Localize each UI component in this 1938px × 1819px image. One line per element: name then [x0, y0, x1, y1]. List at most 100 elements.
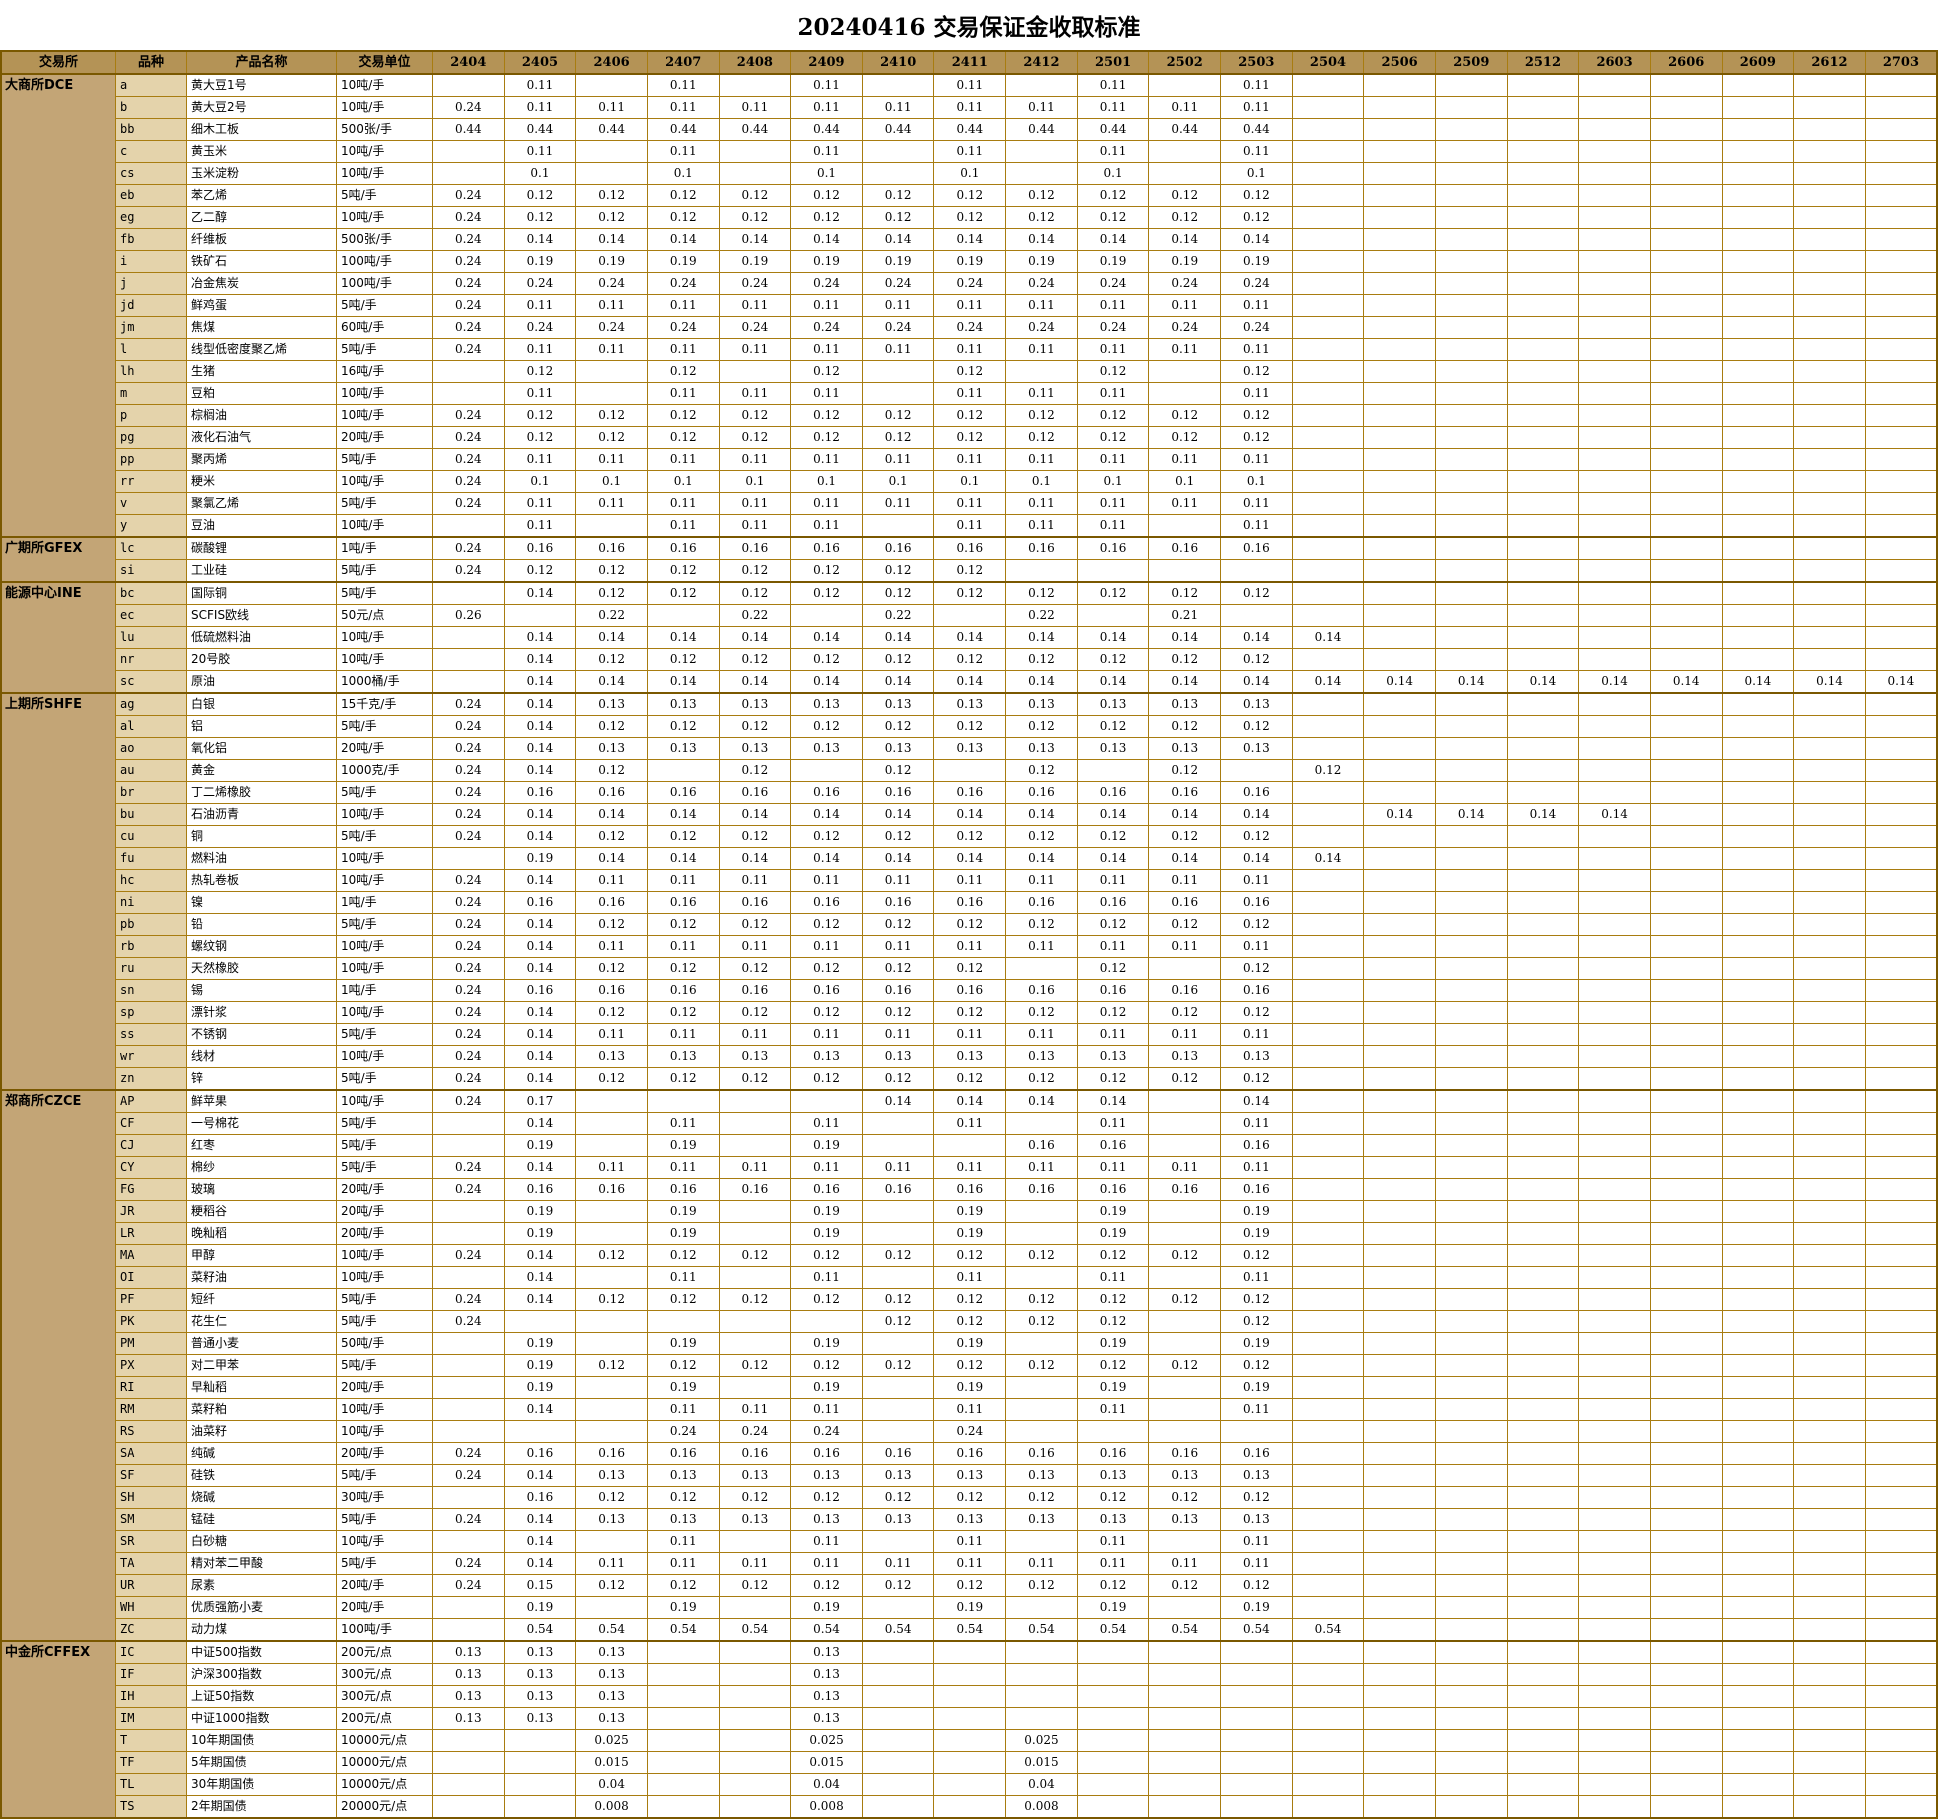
table-row: j 冶金焦炭 100吨/手 0.24 0.24 0.24 0.24 0.24 0.24 0.24 0… [1, 272, 1938, 295]
margin-value-cell: 0.13 [1220, 737, 1293, 760]
margin-value-cell: 0.13 [718, 737, 792, 760]
margin-value-cell: 0.1 [1220, 470, 1293, 493]
col-header-month: 2412 [1005, 50, 1078, 75]
margin-value-cell [1578, 581, 1651, 605]
product-cell: 2年期国债 [186, 1795, 337, 1819]
margin-value-cell [1506, 1398, 1580, 1421]
margin-value-cell [1721, 1442, 1795, 1465]
table-row: rr 粳米 10吨/手 0.24 0.1 0.1 0.1 0.1 0.1 0.1 0.1 0.1 0.1… [1, 470, 1938, 493]
margin-value-cell: 0.11 [646, 338, 720, 361]
product-cell: 乙二醇 [186, 206, 337, 229]
margin-value-cell: 0.11 [933, 1023, 1007, 1046]
margin-value-cell [1434, 781, 1508, 804]
margin-value-cell [1721, 1508, 1795, 1531]
margin-value-cell: 0.11 [718, 492, 792, 515]
margin-value-cell [1291, 1112, 1365, 1135]
code-cell: ZC [115, 1618, 187, 1642]
product-cell: 一号棉花 [186, 1112, 337, 1135]
margin-value-cell [1578, 1001, 1651, 1024]
code-cell: ss [115, 1023, 187, 1046]
margin-value-cell: 0.12 [646, 913, 720, 936]
margin-value-cell [1076, 1663, 1150, 1686]
margin-value-cell: 0.13 [790, 737, 863, 760]
unit-cell: 5吨/手 [336, 1354, 433, 1377]
margin-value-cell [1793, 1332, 1866, 1355]
margin-value-cell: 0.12 [646, 715, 720, 738]
margin-value-cell: 0.11 [718, 514, 792, 538]
margin-value-cell: 0.14 [1291, 847, 1365, 870]
product-cell: 纤维板 [186, 228, 337, 251]
table-row: i 铁矿石 100吨/手 0.24 0.19 0.19 0.19 0.19 0.19 0.19 0.… [1, 250, 1938, 273]
margin-value-cell: 0.12 [1005, 426, 1078, 449]
margin-value-cell: 0.11 [1005, 448, 1078, 471]
margin-value-cell: 0.12 [1076, 184, 1150, 207]
margin-value-cell: 0.24 [933, 316, 1007, 339]
margin-value-cell [1363, 1310, 1436, 1333]
margin-value-cell [1649, 1663, 1723, 1686]
margin-value-cell [718, 73, 792, 97]
margin-value-cell [1578, 162, 1651, 185]
margin-value-cell: 0.12 [1148, 1067, 1222, 1091]
table-row: p 棕榈油 10吨/手 0.24 0.12 0.12 0.12 0.12 0.12 0.12 0.1… [1, 404, 1938, 427]
margin-value-cell [1721, 250, 1795, 273]
product-cell: 碳酸锂 [186, 536, 337, 560]
code-cell: bb [115, 118, 187, 141]
margin-value-cell [1291, 1045, 1365, 1068]
margin-value-cell: 0.12 [790, 715, 863, 738]
margin-value-cell [718, 1751, 792, 1774]
margin-value-cell [1721, 581, 1795, 605]
margin-value-cell [503, 1420, 577, 1443]
margin-value-cell: 0.14 [503, 1023, 577, 1046]
margin-value-cell [1291, 1596, 1365, 1619]
margin-value-cell [1864, 1266, 1938, 1289]
margin-value-cell [1578, 272, 1651, 295]
margin-value-cell [1864, 1310, 1938, 1333]
margin-value-cell [575, 140, 648, 163]
margin-value-cell: 0.16 [503, 1442, 577, 1465]
table-row: TL 30年期国债 10000元/点 0.04 0.04 0.04 [1, 1773, 1938, 1796]
margin-value-cell: 0.16 [790, 891, 863, 914]
margin-value-cell [1793, 581, 1866, 605]
margin-value-cell: 0.12 [718, 1067, 792, 1091]
margin-value-cell: 0.11 [933, 935, 1007, 958]
margin-value-cell: 0.12 [790, 1067, 863, 1091]
margin-value-cell: 0.11 [1076, 514, 1150, 538]
margin-value-cell [1649, 162, 1723, 185]
code-cell: si [115, 559, 187, 583]
margin-value-cell [1506, 825, 1580, 848]
margin-value-cell: 0.11 [1220, 448, 1293, 471]
margin-value-cell [1793, 294, 1866, 317]
code-cell: MA [115, 1244, 187, 1267]
margin-value-cell [1076, 1729, 1150, 1752]
margin-value-cell [432, 1420, 505, 1443]
margin-value-cell [1363, 581, 1436, 605]
margin-value-cell [1506, 1640, 1580, 1664]
margin-value-cell: 0.015 [1005, 1751, 1078, 1774]
margin-value-cell: 0.14 [503, 913, 577, 936]
margin-value-cell: 0.11 [933, 1398, 1007, 1421]
margin-value-cell: 0.11 [646, 1112, 720, 1135]
code-cell: lc [115, 536, 187, 560]
margin-value-cell: 0.12 [1148, 1244, 1222, 1267]
margin-value-cell [1291, 1442, 1365, 1465]
margin-value-cell [1793, 96, 1866, 119]
margin-value-cell: 0.54 [790, 1618, 863, 1642]
product-cell: 细木工板 [186, 118, 337, 141]
margin-value-cell: 0.12 [718, 184, 792, 207]
margin-value-cell: 0.19 [503, 1376, 577, 1399]
margin-value-cell: 0.11 [503, 338, 577, 361]
unit-cell: 500张/手 [336, 118, 433, 141]
margin-value-cell [1148, 73, 1222, 97]
unit-cell: 5吨/手 [336, 1508, 433, 1531]
margin-value-cell: 0.12 [575, 404, 648, 427]
margin-value-cell [1864, 1729, 1938, 1752]
product-cell: 晚籼稻 [186, 1222, 337, 1245]
margin-value-cell: 0.19 [646, 1134, 720, 1157]
unit-cell: 5吨/手 [336, 1464, 433, 1487]
margin-value-cell [1291, 184, 1365, 207]
margin-value-cell [1649, 1200, 1723, 1223]
margin-value-cell [1864, 1045, 1938, 1068]
margin-value-cell [1434, 1332, 1508, 1355]
margin-value-cell: 0.13 [790, 1640, 863, 1664]
margin-value-cell [1291, 492, 1365, 515]
